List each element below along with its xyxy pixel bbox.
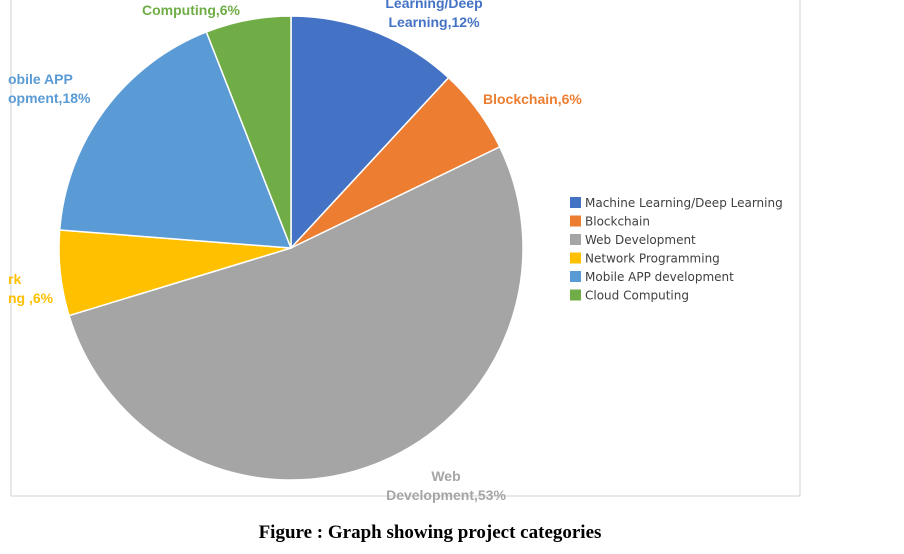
legend-label-3: Network Programming (585, 252, 720, 266)
pie-slices (58, 15, 524, 481)
legend-swatch-3 (570, 252, 581, 264)
pie-slice-5 (205, 15, 292, 249)
legend-swatch-0 (570, 197, 581, 208)
slice-data-label-5: Computing,6% (142, 2, 241, 18)
pie-slice-2 (68, 145, 524, 481)
legend: Machine Learning/Deep Learning Blockchain… (570, 196, 783, 303)
slice-data-label-1: Blockchain,6% (483, 91, 582, 107)
legend-swatch-4 (570, 271, 581, 282)
slice-data-label-3: rk ng ,6% (8, 271, 54, 306)
slice-data-label-2: Web Development,53% (386, 468, 506, 503)
legend-label-0: Machine Learning/Deep Learning (585, 196, 783, 210)
legend-label-4: Mobile APP development (585, 270, 734, 284)
legend-swatch-2 (570, 234, 581, 245)
pie-slice-0 (290, 15, 450, 250)
legend-swatch-1 (570, 215, 581, 227)
figure-caption: Figure : Graph showing project categorie… (258, 522, 602, 543)
legend-label-2: Web Development (585, 233, 696, 247)
slice-labels: Learning/Deep Learning,12% Blockchain,6% We… (8, 0, 582, 503)
slice-data-label-4: obile APP opment,18% (8, 71, 91, 106)
pie-slice-4 (58, 30, 293, 249)
legend-label-5: Cloud Computing (585, 289, 689, 303)
slice-data-label-0: Learning/Deep Learning,12% (385, 0, 482, 30)
legend-swatch-5 (570, 289, 581, 301)
legend-label-1: Blockchain (585, 215, 650, 229)
